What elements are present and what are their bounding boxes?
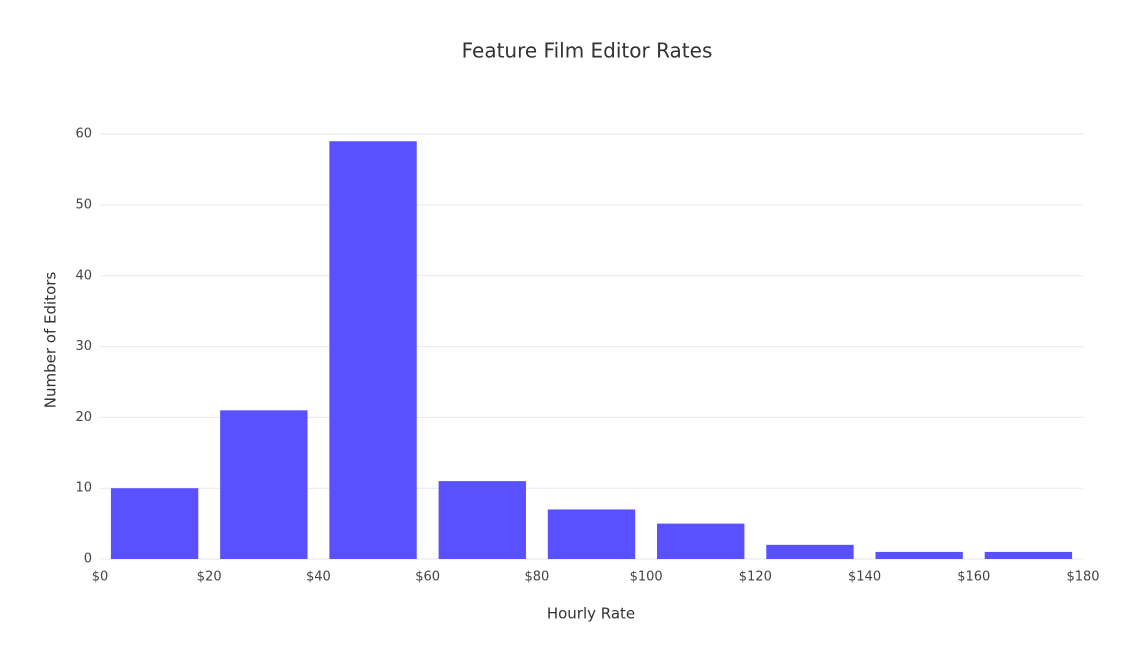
x-tick-label: $80 [524, 570, 549, 585]
x-tick-label: $100 [630, 570, 663, 585]
bar [329, 141, 417, 559]
y-axis-title: Number of Editors [42, 272, 60, 409]
x-tick-label: $140 [848, 570, 881, 585]
bar [984, 551, 1073, 559]
y-tick-label: 60 [75, 127, 92, 142]
bar [110, 488, 199, 559]
y-tick-label: 50 [75, 197, 92, 212]
chart-title: Feature Film Editor Rates [462, 39, 713, 63]
bar [220, 410, 308, 559]
x-tick-label: $160 [957, 570, 990, 585]
y-tick-label: 0 [84, 552, 92, 567]
y-tick-label: 10 [75, 481, 92, 496]
x-tick-label: $60 [415, 570, 440, 585]
y-tick-label: 40 [75, 268, 92, 283]
x-tick-label: $0 [92, 570, 109, 585]
x-tick-label: $120 [739, 570, 772, 585]
bar [547, 509, 636, 559]
bar [766, 544, 854, 559]
x-tick-label: $180 [1066, 570, 1099, 585]
bar [875, 551, 963, 559]
x-axis-title: Hourly Rate [547, 605, 635, 623]
bar [438, 481, 526, 559]
bar [657, 523, 745, 559]
x-tick-label: $20 [197, 570, 222, 585]
y-tick-label: 20 [75, 410, 92, 425]
x-tick-label: $40 [306, 570, 331, 585]
y-tick-label: 30 [75, 339, 92, 354]
